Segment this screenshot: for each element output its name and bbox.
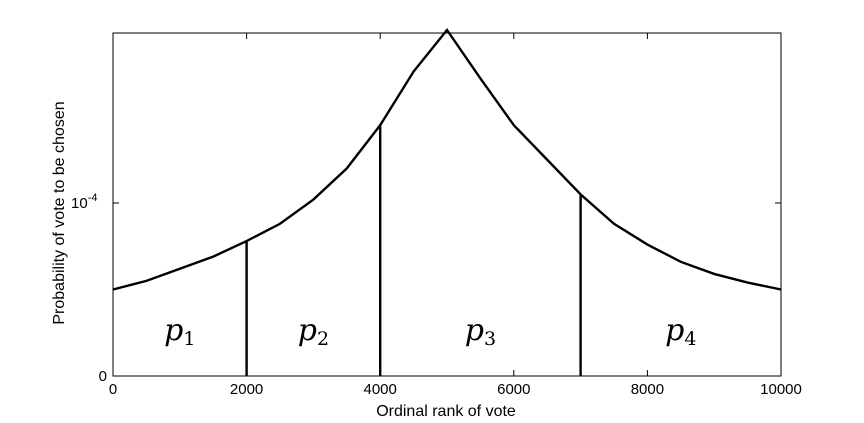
region-label-p3: p3: [465, 313, 496, 350]
y-tick-label: 10-4: [71, 192, 97, 212]
region-label-p2: p2: [298, 313, 329, 350]
x-tick-label: 10000: [760, 381, 802, 398]
x-axis-label: Ordinal rank of vote: [376, 403, 516, 420]
x-tick-label: 8000: [631, 381, 664, 398]
region-label-p1: p1: [164, 313, 195, 350]
probability-curve: [112, 27, 782, 291]
x-tick-label: 4000: [364, 381, 397, 398]
x-tick-label: 0: [109, 381, 117, 398]
y-axis-label: Probability of vote to be chosen: [51, 101, 68, 324]
y-tick-label: 0: [99, 368, 107, 385]
plot-area: 0 2000 4000 6000 8000 10000 0 10-4 p1 p2 p3 p4: [71, 27, 802, 398]
x-tick-label: 6000: [497, 381, 530, 398]
plot-frame: [112, 32, 782, 377]
x-tick-label: 2000: [230, 381, 263, 398]
region-label-p4: p4: [665, 313, 696, 350]
